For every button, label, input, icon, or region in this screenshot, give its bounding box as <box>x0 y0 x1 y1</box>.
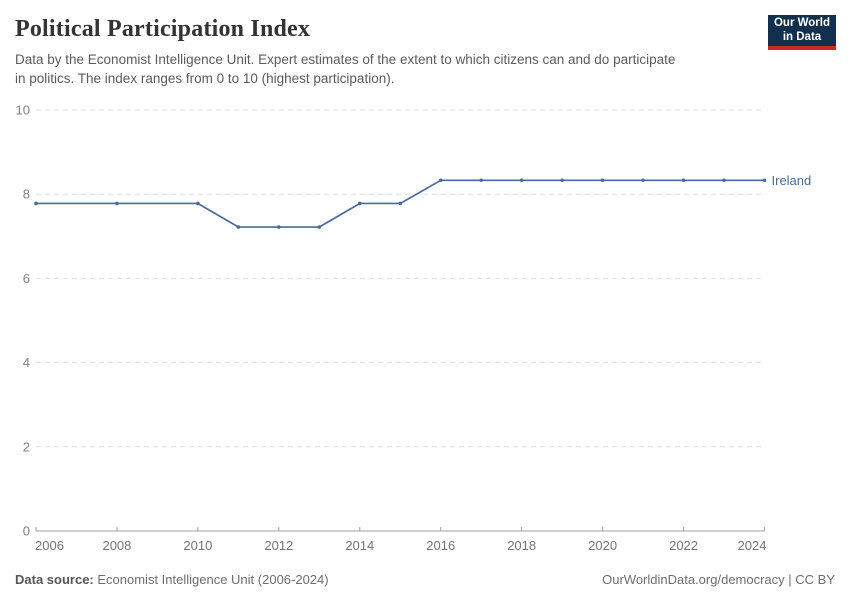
data-point-marker[interactable] <box>398 201 403 206</box>
chart-subtitle-line1: Data by the Economist Intelligence Unit.… <box>15 52 676 67</box>
data-point-marker[interactable] <box>560 178 564 183</box>
x-axis-tick-label: 2014 <box>345 538 374 553</box>
data-point-marker[interactable] <box>34 201 38 206</box>
x-axis-tick-label: 2024 <box>738 538 767 553</box>
owid-logo-line2: in Data <box>782 30 822 43</box>
chart-subtitle-line2: in politics. The index ranges from 0 to … <box>15 71 395 86</box>
x-axis-tick-label: 2008 <box>102 538 131 553</box>
data-point-marker[interactable] <box>115 201 119 206</box>
y-axis-tick-label: 6 <box>23 271 30 286</box>
data-point-marker[interactable] <box>722 178 726 183</box>
data-point-marker[interactable] <box>438 178 443 183</box>
x-axis-tick-label: 2010 <box>183 538 212 553</box>
chart-subtitle: Data by the Economist Intelligence Unit.… <box>15 50 750 88</box>
series-label-ireland[interactable]: Ireland <box>772 173 812 188</box>
x-axis-tick-label: 2020 <box>588 538 617 553</box>
x-axis-tick-label: 2016 <box>426 538 455 553</box>
footer-attribution-link[interactable]: OurWorldinData.org/democracy | CC BY <box>602 572 835 587</box>
data-point-marker[interactable] <box>600 178 605 183</box>
owid-logo[interactable]: Our World in Data <box>768 15 836 50</box>
y-axis-tick-label: 2 <box>23 439 30 454</box>
data-source-label: Data source: <box>15 572 94 587</box>
data-point-marker[interactable] <box>519 178 524 183</box>
y-axis-tick-label: 4 <box>23 355 30 370</box>
x-axis-tick-label: 2006 <box>35 538 64 553</box>
data-point-marker[interactable] <box>277 225 281 229</box>
owid-logo-line1: Our World <box>773 17 830 29</box>
y-axis-tick-label: 10 <box>16 103 30 118</box>
chart-header: Political Participation Index Data by th… <box>15 14 750 88</box>
x-axis-tick-label: 2022 <box>669 538 698 553</box>
x-axis-tick-label: 2018 <box>507 538 536 553</box>
data-point-marker[interactable] <box>762 178 767 183</box>
data-point-marker[interactable] <box>357 201 362 206</box>
data-point-marker[interactable] <box>196 201 200 206</box>
data-source: Data source: Economist Intelligence Unit… <box>15 572 329 587</box>
x-axis-tick-label: 2012 <box>264 538 293 553</box>
data-point-marker[interactable] <box>641 178 645 183</box>
data-point-marker[interactable] <box>681 178 686 183</box>
chart-footer: Data source: Economist Intelligence Unit… <box>15 572 835 587</box>
y-axis-tick-label: 8 <box>23 187 30 202</box>
data-source-text: Economist Intelligence Unit (2006-2024) <box>93 572 329 587</box>
data-point-marker[interactable] <box>236 225 241 229</box>
data-point-marker[interactable] <box>479 178 483 183</box>
page-title: Political Participation Index <box>15 16 311 42</box>
y-axis-tick-label: 0 <box>23 524 30 539</box>
data-point-marker[interactable] <box>317 225 322 229</box>
